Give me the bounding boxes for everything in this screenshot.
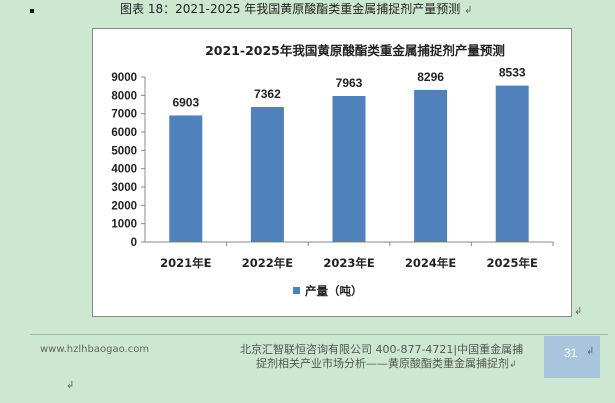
footer-company-line: 北京汇智联恒咨询有限公司 400-877-4721|中国重金属捕 bbox=[240, 343, 524, 356]
x-tick-label: 2021年E bbox=[160, 256, 212, 270]
footer-subtitle-text: 捉剂相关产业市场分析——黄原酸酯类重金属捕捉剂 bbox=[256, 357, 509, 370]
legend-swatch bbox=[293, 287, 300, 294]
paragraph-mark: ↲ bbox=[509, 360, 517, 370]
bar bbox=[495, 85, 529, 242]
y-tick-label: 0 bbox=[131, 237, 137, 249]
paragraph-mark: ↲ bbox=[464, 5, 473, 16]
footer-divider bbox=[30, 334, 608, 335]
page-number-badge bbox=[544, 336, 600, 378]
x-tick-label: 2023年E bbox=[323, 256, 375, 270]
data-label: 7963 bbox=[336, 76, 363, 90]
data-label: 7362 bbox=[254, 87, 281, 101]
data-label: 6903 bbox=[172, 95, 199, 109]
y-tick-label: 6000 bbox=[111, 127, 137, 139]
y-tick-label: 5000 bbox=[111, 145, 137, 157]
chart-title: 2021-2025年我国黄原酸酯类重金属捕捉剂产量预测 bbox=[205, 43, 505, 58]
paragraph-mark: ↲ bbox=[66, 380, 75, 391]
y-tick-label: 4000 bbox=[111, 164, 137, 176]
legend-label: 产量（吨） bbox=[305, 284, 363, 298]
x-tick-label: 2022年E bbox=[242, 256, 294, 270]
bar bbox=[332, 96, 366, 243]
footer-subtitle: 捉剂相关产业市场分析——黄原酸酯类重金属捕捉剂↲ bbox=[256, 357, 517, 372]
paragraph-mark: ↲ bbox=[586, 346, 595, 357]
x-tick-label: 2025年E bbox=[487, 256, 539, 270]
chart-frame: 2021-2025年我国黄原酸酯类重金属捕捉剂产量预测 0 1000 2000 3000… bbox=[92, 28, 572, 317]
figure-caption: 图表 18：2021-2025 年我国黄原酸酯类重金属捕捉剂产量预测 ↲ bbox=[120, 1, 520, 19]
y-tick-label: 1000 bbox=[111, 219, 137, 231]
page-number: 31 bbox=[564, 346, 578, 360]
y-tick-label: 9000 bbox=[111, 72, 137, 84]
bar bbox=[414, 89, 448, 242]
y-tick-label: 8000 bbox=[111, 90, 137, 102]
figure-caption-text: 图表 18：2021-2025 年我国黄原酸酯类重金属捕捉剂产量预测 bbox=[120, 2, 461, 16]
bar bbox=[250, 107, 284, 242]
y-tick-label: 7000 bbox=[111, 109, 137, 121]
list-bullet bbox=[30, 9, 34, 13]
x-tick-label: 2024年E bbox=[405, 256, 457, 270]
y-tick-label: 3000 bbox=[111, 182, 137, 194]
paragraph-mark: ↲ bbox=[574, 306, 583, 317]
data-label: 8533 bbox=[499, 66, 526, 80]
data-label: 8296 bbox=[417, 70, 444, 84]
footer-url: www.hzlhbaogao.com bbox=[40, 344, 150, 355]
bar bbox=[169, 115, 203, 242]
y-tick-label: 2000 bbox=[111, 200, 137, 212]
bar-chart: 2021-2025年我国黄原酸酯类重金属捕捉剂产量预测 0 1000 2000 3000… bbox=[111, 43, 554, 298]
